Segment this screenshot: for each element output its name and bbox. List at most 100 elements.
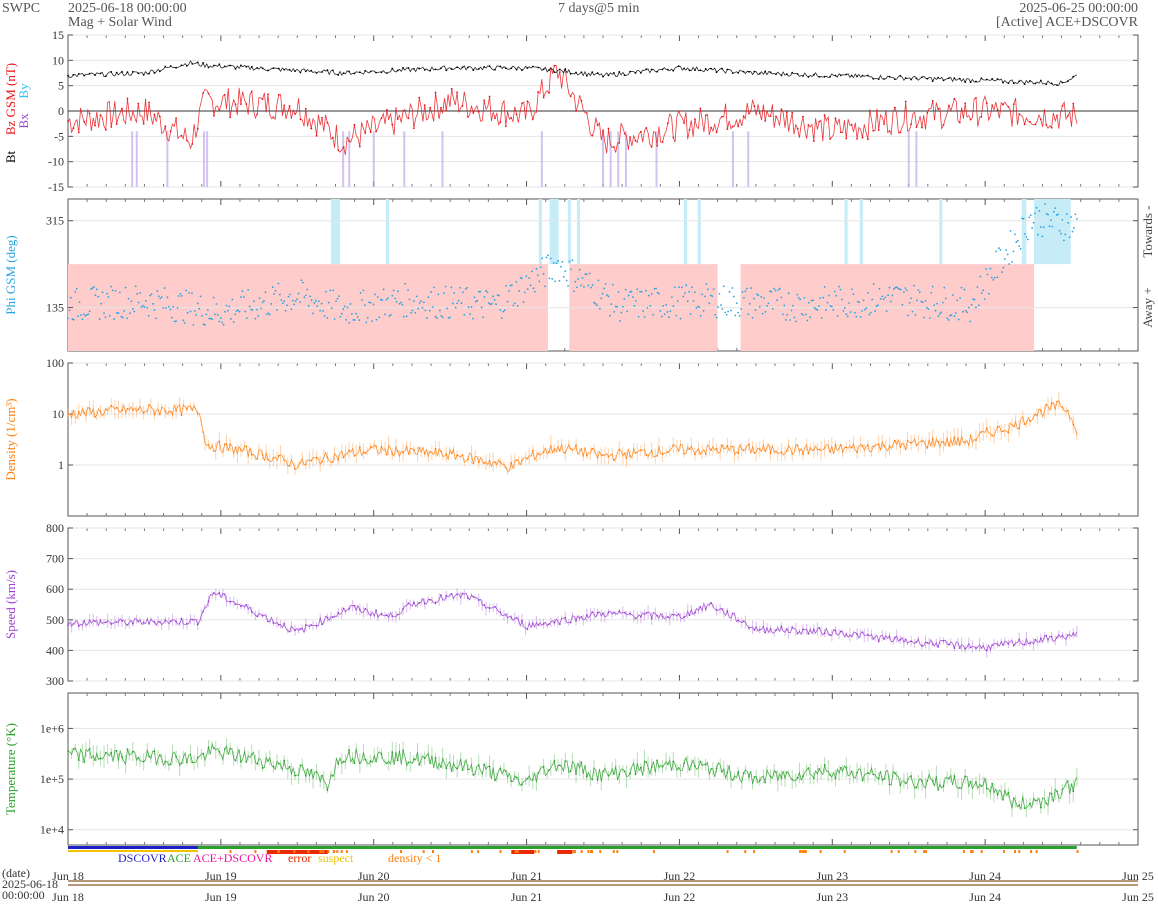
speed-y-tick-label: 400 xyxy=(46,643,64,657)
phi-ylabel: Phi GSM (deg) xyxy=(3,235,18,314)
density-lt1-mark xyxy=(477,850,480,853)
density-lt1-mark xyxy=(801,850,804,853)
start-time: 2025-06-18 00:00:00 xyxy=(68,1,187,16)
towards-region xyxy=(549,199,559,265)
density-lt1-mark xyxy=(1002,850,1005,853)
end-time: 2025-06-25 00:00:00 xyxy=(1019,1,1138,16)
mag-y-tick-label: 0 xyxy=(58,104,64,118)
density-lt1-mark xyxy=(1018,850,1021,853)
ace-bar xyxy=(197,846,1077,849)
phi-series xyxy=(67,203,1078,326)
density-lt1-mark xyxy=(580,850,583,853)
density-lt1-mark xyxy=(336,850,339,853)
density-ylabel: Density (1/cm³) xyxy=(3,398,18,480)
density-lt1-mark xyxy=(277,850,280,853)
error-bar xyxy=(266,850,328,854)
density-lt1-mark xyxy=(1030,850,1033,853)
time-span: 7 days@5 min xyxy=(558,1,640,16)
error-bar xyxy=(511,850,535,854)
towards-region xyxy=(385,199,389,265)
towards-region xyxy=(567,199,571,265)
date-value-line2: 00:00:00 xyxy=(2,888,45,902)
legend-error: error xyxy=(288,851,311,865)
temperature-y-tick-label: 1e+4 xyxy=(40,823,64,837)
x-tick-label-top: Jun 21 xyxy=(511,869,543,883)
density-lt1-mark xyxy=(744,850,747,853)
temperature-y-tick-label: 1e+6 xyxy=(40,721,64,735)
density-lt1-mark xyxy=(923,850,926,853)
density-lt1-mark xyxy=(537,850,540,853)
density-lt1-mark xyxy=(1035,850,1038,853)
density-lt1-mark xyxy=(333,850,336,853)
towards-region xyxy=(939,199,943,265)
x-tick-label-top: Jun 18 xyxy=(52,869,84,883)
dscovr-bar xyxy=(68,846,198,849)
date-value-line1: 2025-06-18 xyxy=(2,877,58,891)
density-y-tick-label: 1 xyxy=(58,458,64,472)
x-tick-label-top: Jun 22 xyxy=(664,869,696,883)
density-lt1-mark xyxy=(843,850,846,853)
density-y-tick-label: 10 xyxy=(52,407,64,421)
legend-ace: ACE xyxy=(167,851,191,865)
bt-series xyxy=(67,60,1078,86)
x-tick-label-bottom: Jun 23 xyxy=(816,890,848,904)
density-lt1-mark xyxy=(652,850,655,853)
density-lt1-mark xyxy=(516,850,519,853)
x-tick-label-top: Jun 24 xyxy=(969,869,1001,883)
density-lt1-mark xyxy=(971,850,974,853)
density-lt1-mark xyxy=(499,850,502,853)
density-lt1-mark xyxy=(293,850,296,853)
bz-series xyxy=(67,64,1078,155)
density-y-tick-label: 100 xyxy=(46,356,64,370)
density-lt1-mark xyxy=(599,850,602,853)
density-lt1-mark xyxy=(799,850,802,853)
density-lt1-mark xyxy=(897,850,900,853)
towards-region xyxy=(684,199,688,265)
density-lt1-mark xyxy=(514,850,517,853)
bz-gsm-label: Bz GSM (nT) xyxy=(3,63,18,135)
temperature-ylabel: Temperature (°K) xyxy=(3,723,18,815)
speed-y-tick-label: 800 xyxy=(46,521,64,535)
towards-region xyxy=(1021,199,1027,265)
legend-suspect: suspect xyxy=(318,851,354,865)
x-tick-label-top: Jun 25 xyxy=(1122,869,1154,883)
density-lt1-mark xyxy=(534,850,537,853)
density-lt1-mark xyxy=(753,850,756,853)
density-lt1-mark xyxy=(616,850,619,853)
density-lt1-mark xyxy=(340,850,343,853)
density-lt1-mark xyxy=(470,850,473,853)
density-lt1-mark xyxy=(319,850,322,853)
x-tick-label-top: Jun 20 xyxy=(358,869,390,883)
phi-y-tick-label: 135 xyxy=(46,301,64,315)
x-tick-label-bottom: Jun 20 xyxy=(358,890,390,904)
x-tick-label-bottom: Jun 22 xyxy=(664,890,696,904)
speed-y-tick-label: 600 xyxy=(46,582,64,596)
speed-y-tick-label: 500 xyxy=(46,613,64,627)
speed-panel-frame xyxy=(67,527,1139,682)
x-tick-label-top: Jun 19 xyxy=(205,869,237,883)
towards-region xyxy=(335,199,339,265)
density-lt1-mark xyxy=(914,850,917,853)
away-label: Away + xyxy=(1140,287,1155,327)
mag-y-tick-label: -5 xyxy=(54,129,64,143)
legend-density-lt-1: density < 1 xyxy=(388,851,441,865)
density-lt1-mark xyxy=(1014,850,1017,853)
mag-y-tick-label: 5 xyxy=(58,79,64,93)
bt-label: Bt xyxy=(3,150,18,163)
speed-ylabel: Speed (km/s) xyxy=(3,570,18,639)
density-lt1-mark xyxy=(254,850,257,853)
suspect-bar xyxy=(68,850,198,852)
density-lt1-mark xyxy=(924,850,927,853)
towards-region xyxy=(859,199,863,265)
density-lt1-mark xyxy=(327,850,330,853)
density-lt1-mark xyxy=(804,850,807,853)
x-tick-label-top: Jun 23 xyxy=(816,869,848,883)
data-source: [Active] ACE+DSCOVR xyxy=(995,15,1138,30)
towards-region xyxy=(577,199,581,265)
towards-region xyxy=(1034,199,1071,265)
density-lt1-mark xyxy=(819,850,822,853)
plot-subtitle: Mag + Solar Wind xyxy=(68,15,172,30)
mag-y-tick-label: 10 xyxy=(52,53,64,67)
by-legend-glyph: By xyxy=(16,83,31,99)
